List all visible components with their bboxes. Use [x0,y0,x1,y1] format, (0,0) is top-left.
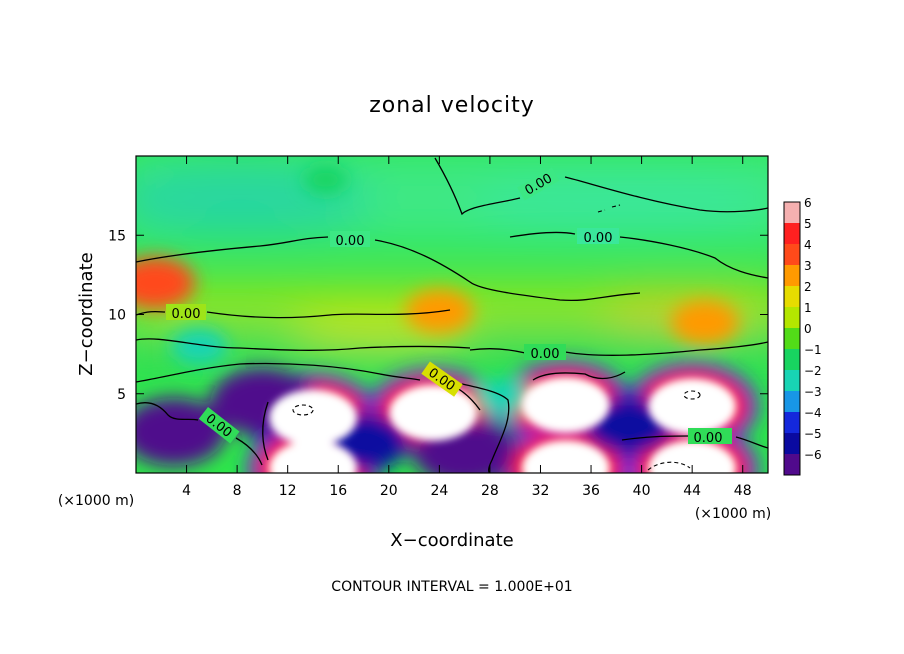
feature-core [268,440,357,473]
x-tick-label: 36 [582,483,600,499]
colorbar-label: −3 [804,385,822,399]
colorbar-label: −2 [804,364,822,378]
colorbar-label: −6 [804,448,822,462]
colorbar-swatch [784,223,800,244]
colorbar-label: 1 [804,301,812,315]
colorbar-label: 6 [804,196,812,210]
colorbar-label: 5 [804,217,812,231]
feature-blob [171,328,228,365]
feature-blob [303,165,348,194]
colorbar-swatch [784,391,800,412]
colorbar-label: −1 [804,343,822,357]
x-unit-note-left: (×1000 m) [58,493,134,509]
y-axis-label: Z−coordinate [76,252,97,375]
colorbar-label: 2 [804,280,812,294]
feature-blob [136,397,226,466]
colorbar-label: 0 [804,322,812,336]
contour-interval-note: CONTOUR INTERVAL = 1.000E+01 [331,579,572,595]
x-tick-label: 20 [380,483,398,499]
x-tick-label: 44 [683,483,701,499]
contour-label: 0.00 [584,231,613,246]
contour-label: 0.00 [694,431,723,446]
x-tick-label: 24 [430,483,448,499]
x-tick-label: 16 [329,483,347,499]
colorbar-swatch [784,349,800,370]
colorbar-swatch [784,370,800,391]
x-unit-note-right: (×1000 m) [695,506,771,522]
y-axis: 5 10 15 [108,228,768,403]
x-tick-label: 48 [734,483,752,499]
x-tick-label: 4 [182,483,191,499]
x-axis-label: X−coordinate [390,530,513,551]
colorbar-label: −4 [804,406,822,420]
feature-core [521,440,610,473]
colorbar-label: 3 [804,259,812,273]
colorbar-swatch [784,286,800,307]
colorbar-swatch [784,202,800,223]
contour-label: 0.00 [172,307,201,322]
feature-core [521,376,610,433]
colorbar-swatch [784,328,800,349]
colorbar: 6 5 4 3 2 1 0 −1 −2 −3 −4 −5 −6 [783,196,822,476]
contour-label: 0.00 [531,347,560,362]
y-tick-label: 15 [108,228,126,244]
feature-blob [670,300,739,345]
contour-label: 0.00 [336,234,365,249]
y-tick-label: 5 [117,387,126,403]
x-axis: 4 8 12 16 20 24 28 32 36 40 44 48 [182,156,752,499]
colorbar-swatch [784,244,800,265]
colorbar-swatch [784,307,800,328]
x-tick-label: 28 [481,483,499,499]
chart-title: zonal velocity [369,93,535,118]
x-tick-label: 32 [532,483,550,499]
feature-blob [474,378,531,415]
y-tick-label: 10 [108,308,126,324]
feature-blob [136,256,195,309]
colorbar-swatch [784,265,800,286]
x-tick-label: 8 [233,483,242,499]
colorbar-frame [783,201,801,476]
feature-core [648,378,737,435]
colorbar-swatch [784,433,800,454]
feature-core [268,389,357,446]
contour-lines [136,157,768,473]
colorbar-label: −5 [804,427,822,441]
colorbar-swatch [784,412,800,433]
colorbar-swatch [784,454,800,475]
feature-core [389,384,478,441]
negative-contours [292,204,701,471]
x-tick-label: 40 [633,483,651,499]
x-tick-label: 12 [279,483,297,499]
colorbar-label: 4 [804,238,812,252]
heatmap-field [136,156,768,473]
feature-core [648,440,737,473]
